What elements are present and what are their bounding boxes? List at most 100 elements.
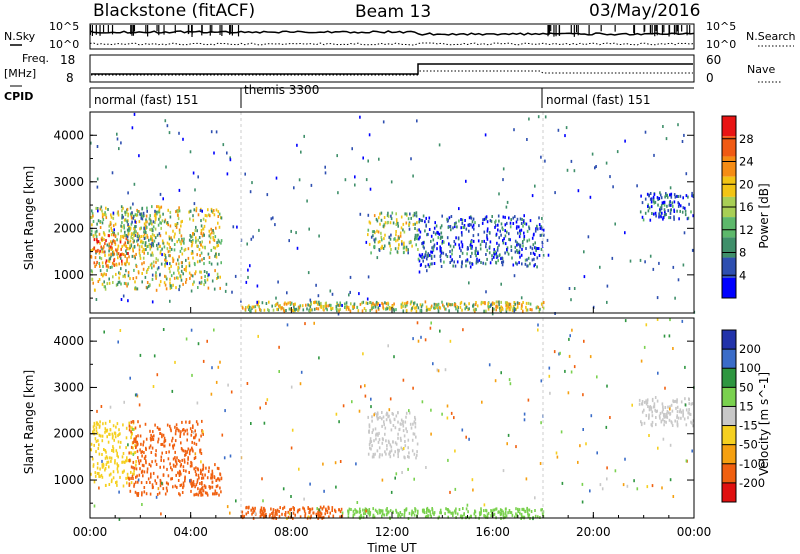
- heatmap-cell: [299, 515, 302, 519]
- heatmap-cell: [518, 249, 521, 253]
- heatmap-cell: [106, 282, 109, 286]
- heatmap-cell: [412, 386, 414, 390]
- heatmap-cell: [529, 308, 532, 311]
- x-tick-label: 04:00: [173, 525, 208, 539]
- heatmap-cell: [170, 429, 172, 433]
- heatmap-cell: [371, 419, 373, 423]
- heatmap-cell: [317, 294, 320, 298]
- heatmap-cell: [97, 439, 99, 443]
- heatmap-cell: [150, 244, 152, 248]
- heatmap-cell: [134, 225, 136, 229]
- y-tick-label: 4000: [53, 128, 84, 142]
- heatmap-cell: [670, 420, 673, 424]
- heatmap-cell: [153, 434, 155, 438]
- heatmap-cell: [412, 511, 415, 515]
- heatmap-cell: [211, 366, 213, 370]
- heatmap-cell: [164, 262, 166, 266]
- y-tick-label: 4000: [53, 334, 84, 348]
- heatmap-cell: [688, 412, 691, 416]
- heatmap-cell: [669, 405, 671, 409]
- heatmap-cell: [412, 422, 414, 426]
- heatmap-cell: [390, 214, 392, 218]
- heatmap-cell: [377, 511, 379, 515]
- heatmap-cell: [398, 427, 401, 431]
- heatmap-cell: [171, 256, 174, 260]
- heatmap-cell: [449, 490, 451, 494]
- heatmap-cell: [126, 472, 129, 476]
- heatmap-cell: [315, 283, 317, 287]
- heatmap-cell: [523, 231, 525, 235]
- heatmap-cell: [199, 482, 201, 485]
- heatmap-cell: [501, 307, 504, 311]
- heatmap-cell: [411, 438, 414, 442]
- heatmap-cell: [99, 220, 102, 223]
- heatmap-cell: [155, 271, 157, 275]
- heatmap-cell: [514, 245, 517, 249]
- heatmap-cell: [436, 305, 438, 309]
- heatmap-cell: [115, 449, 118, 453]
- heatmap-cell: [388, 452, 390, 456]
- heatmap-cell: [658, 212, 660, 216]
- heatmap-cell: [383, 423, 385, 427]
- heatmap-cell: [130, 481, 133, 485]
- heatmap-cell: [327, 505, 330, 509]
- heatmap-cell: [506, 301, 508, 305]
- heatmap-cell: [166, 221, 169, 224]
- heatmap-cell: [334, 461, 337, 465]
- x-tick-label: 12:00: [375, 525, 410, 539]
- heatmap-cell: [197, 213, 200, 217]
- heatmap-cell: [179, 274, 181, 278]
- heatmap-cell: [397, 512, 400, 516]
- heatmap-cell: [666, 193, 668, 197]
- heatmap-cell: [308, 227, 310, 231]
- heatmap-cell: [202, 232, 205, 236]
- heatmap-cell: [119, 254, 121, 258]
- heatmap-cell: [261, 301, 264, 305]
- heatmap-cell: [338, 309, 340, 313]
- heatmap-cell: [519, 244, 522, 248]
- heatmap-cell: [366, 297, 369, 301]
- heatmap-cell: [403, 230, 406, 234]
- heatmap-cell: [432, 362, 434, 366]
- heatmap-cell: [323, 489, 325, 493]
- heatmap-cell: [676, 410, 679, 414]
- heatmap-cell: [213, 492, 216, 496]
- heatmap-cell: [145, 461, 147, 465]
- heatmap-cell: [480, 509, 482, 513]
- heatmap-cell: [502, 167, 505, 171]
- heatmap-cell: [184, 479, 186, 483]
- heatmap-cell: [290, 385, 293, 389]
- heatmap-cell: [307, 271, 310, 275]
- heatmap-cell: [299, 304, 302, 308]
- heatmap-cell: [175, 429, 177, 433]
- heatmap-cell: [159, 481, 162, 485]
- heatmap-cell: [129, 244, 131, 248]
- heatmap-cell: [324, 512, 326, 516]
- heatmap-cell: [460, 249, 462, 253]
- heatmap-cell: [403, 434, 406, 438]
- heatmap-cell: [158, 217, 160, 221]
- heatmap-cell: [139, 448, 141, 452]
- heatmap-cell: [672, 204, 674, 208]
- heatmap-cell: [531, 236, 534, 240]
- heatmap-cell: [179, 240, 181, 244]
- heatmap-cell: [218, 212, 221, 216]
- heatmap-cell: [317, 508, 320, 512]
- heatmap-cell: [274, 223, 276, 227]
- heatmap-cell: [130, 235, 132, 239]
- heatmap-cell: [494, 225, 496, 229]
- heatmap-cell: [429, 513, 432, 517]
- heatmap-cell: [352, 307, 354, 310]
- heatmap-cell: [344, 302, 346, 306]
- heatmap-cell: [368, 425, 371, 429]
- heatmap-cell: [556, 455, 559, 459]
- heatmap-cell: [274, 511, 277, 515]
- heatmap-cell: [93, 247, 95, 251]
- heatmap-cell: [424, 264, 427, 268]
- heatmap-cell: [196, 478, 199, 482]
- x-tick-label: 20:00: [576, 525, 611, 539]
- heatmap-cell: [143, 248, 146, 252]
- heatmap-cell: [159, 249, 162, 253]
- heatmap-cell: [439, 508, 442, 512]
- heatmap-cell: [171, 389, 174, 393]
